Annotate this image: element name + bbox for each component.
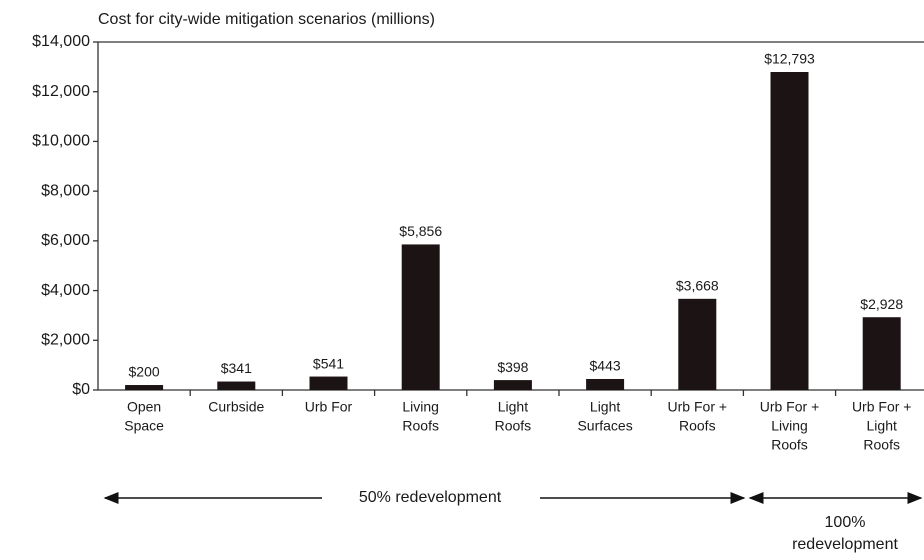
value-label: $3,668 [676, 278, 719, 294]
bar [586, 378, 625, 390]
x-tick-label: Urb For + [760, 399, 820, 415]
value-label: $12,793 [764, 51, 815, 67]
x-tick-label: Curbside [208, 399, 264, 415]
bar [401, 244, 440, 390]
x-tick-label: Living [771, 418, 808, 434]
annotation: 50% redevelopment [359, 489, 502, 506]
x-tick-label: Open [127, 399, 161, 415]
x-tick-label: Living [402, 399, 439, 415]
y-tick-label: $2,000 [41, 332, 90, 349]
bar [125, 385, 164, 390]
x-tick-label: Roofs [771, 437, 808, 453]
annotation: 100% [825, 514, 866, 531]
bar [217, 381, 256, 390]
x-tick-label: Light [867, 418, 897, 434]
x-tick-label: Surfaces [577, 418, 632, 434]
y-tick-label: $8,000 [41, 182, 90, 199]
value-label: $398 [497, 359, 528, 375]
x-tick-label: Urb For + [852, 399, 912, 415]
annotation: redevelopment [792, 536, 898, 553]
value-label: $341 [221, 360, 252, 376]
y-tick-label: $6,000 [41, 232, 90, 249]
x-tick-label: Urb For + [668, 399, 728, 415]
bar [493, 380, 532, 390]
value-label: $443 [590, 358, 621, 374]
x-tick-label: Roofs [679, 418, 716, 434]
value-label: $5,856 [399, 223, 442, 239]
x-tick-label: Roofs [863, 437, 900, 453]
chart-title: Cost for city-wide mitigation scenarios … [98, 11, 435, 28]
y-tick-label: $4,000 [41, 282, 90, 299]
x-tick-label: Space [124, 418, 164, 434]
x-tick-label: Light [498, 399, 528, 415]
value-label: $2,928 [860, 296, 903, 312]
bar [309, 376, 348, 390]
x-tick-label: Roofs [495, 418, 532, 434]
bar [862, 317, 901, 390]
y-tick-label: $10,000 [32, 133, 90, 150]
x-tick-label: Roofs [402, 418, 439, 434]
y-tick-label: $12,000 [32, 83, 90, 100]
y-tick-label: $14,000 [32, 33, 90, 50]
x-tick-label: Light [590, 399, 620, 415]
x-tick-label: Urb For [305, 399, 353, 415]
y-tick-label: $0 [72, 381, 90, 398]
bar [678, 298, 717, 390]
value-label: $541 [313, 355, 344, 371]
bar [770, 72, 809, 391]
value-label: $200 [129, 364, 160, 380]
